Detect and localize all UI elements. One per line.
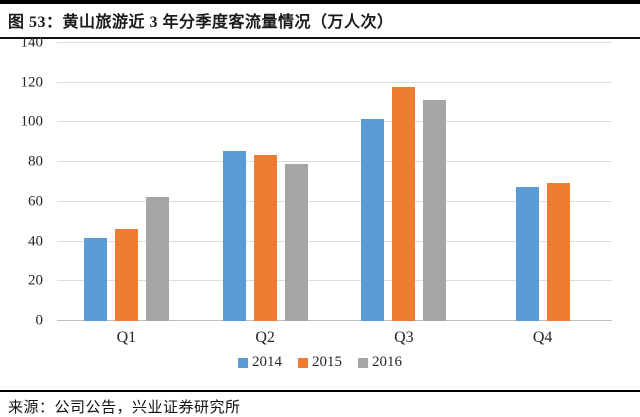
y-tick-label-60: 60 [28, 193, 43, 210]
gridline-80 [57, 161, 612, 163]
bar-2014-Q1 [83, 237, 107, 321]
bar-group-Q3 [335, 43, 474, 321]
legend-item-2016: 2016 [358, 354, 402, 371]
bar-groups [57, 43, 612, 321]
x-axis-labels: Q1 Q2 Q3 Q4 [57, 329, 612, 347]
gridlines [57, 42, 612, 321]
source-note: 来源：公司公告，兴业证券研究所 [0, 390, 640, 417]
legend: 2014 2015 2016 [0, 354, 640, 371]
bar-group-Q1 [57, 43, 196, 321]
plot-area [57, 42, 612, 321]
legend-label-2015: 2015 [312, 354, 342, 370]
gridline-60 [57, 200, 612, 202]
legend-label-2014: 2014 [252, 354, 282, 370]
y-axis: 0 20 40 60 80 100 120 140 [0, 35, 50, 328]
bar-2015-Q1 [114, 228, 138, 321]
y-tick-label-140: 140 [20, 34, 44, 51]
legend-swatch-2016 [358, 357, 368, 368]
gridline-100 [57, 121, 612, 123]
legend-item-2014: 2014 [238, 354, 282, 371]
x-axis-label-Q1: Q1 [116, 329, 137, 346]
legend-item-2015: 2015 [298, 354, 342, 371]
x-axis-label-Q2: Q2 [255, 329, 275, 346]
gridline-40 [57, 240, 612, 242]
legend-label-2016: 2016 [372, 354, 402, 370]
x-axis-label-Q4: Q4 [532, 329, 553, 346]
bar-group-Q4 [473, 43, 612, 321]
bar-2014-Q3 [361, 119, 385, 321]
gridline-0 [57, 320, 612, 321]
legend-swatch-2014 [238, 357, 248, 368]
y-tick-label-40: 40 [28, 233, 43, 250]
bar-2016-Q2 [284, 164, 308, 321]
bar-2016-Q1 [145, 196, 169, 321]
gridline-120 [57, 81, 612, 83]
y-tick-label-120: 120 [20, 74, 44, 91]
gridline-140 [57, 42, 612, 43]
legend-swatch-2015 [298, 357, 308, 368]
y-tick-label-20: 20 [28, 272, 43, 289]
gridline-20 [57, 280, 612, 282]
bar-2015-Q3 [392, 86, 416, 321]
y-tick-label-0: 0 [35, 312, 44, 329]
bar-2015-Q4 [546, 183, 570, 321]
chart-title: 图 53：黄山旅游近 3 年分季度客流量情况（万人次） [0, 0, 640, 39]
y-tick-label-80: 80 [28, 153, 43, 170]
y-tick-label-100: 100 [20, 113, 44, 130]
bar-group-Q2 [196, 43, 335, 321]
bar-2014-Q4 [515, 186, 539, 321]
x-axis-label-Q3: Q3 [394, 329, 414, 346]
bar-2016-Q3 [423, 99, 447, 321]
bar-2014-Q2 [222, 151, 246, 321]
bar-2015-Q2 [253, 155, 277, 321]
